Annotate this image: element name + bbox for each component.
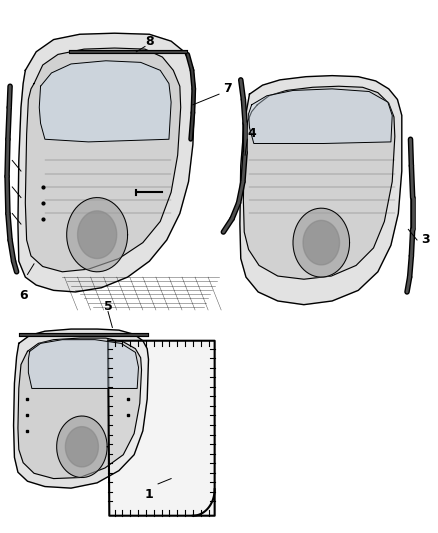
Text: 5: 5 bbox=[104, 300, 113, 313]
Polygon shape bbox=[18, 33, 195, 292]
Polygon shape bbox=[14, 329, 148, 488]
Polygon shape bbox=[25, 48, 181, 272]
Text: 4: 4 bbox=[247, 127, 256, 140]
Polygon shape bbox=[240, 76, 402, 305]
Polygon shape bbox=[108, 341, 215, 516]
Text: 7: 7 bbox=[223, 83, 232, 95]
Polygon shape bbox=[57, 416, 107, 478]
Text: 1: 1 bbox=[145, 488, 154, 501]
Polygon shape bbox=[65, 426, 99, 467]
Polygon shape bbox=[244, 86, 395, 279]
Polygon shape bbox=[18, 338, 141, 479]
Text: 8: 8 bbox=[145, 35, 154, 47]
Polygon shape bbox=[28, 340, 138, 389]
Text: 3: 3 bbox=[421, 233, 430, 246]
Polygon shape bbox=[293, 208, 350, 277]
Polygon shape bbox=[249, 89, 392, 143]
Polygon shape bbox=[303, 220, 339, 265]
Text: 6: 6 bbox=[19, 289, 28, 302]
Polygon shape bbox=[78, 211, 117, 259]
Polygon shape bbox=[39, 61, 171, 142]
Polygon shape bbox=[67, 198, 127, 272]
